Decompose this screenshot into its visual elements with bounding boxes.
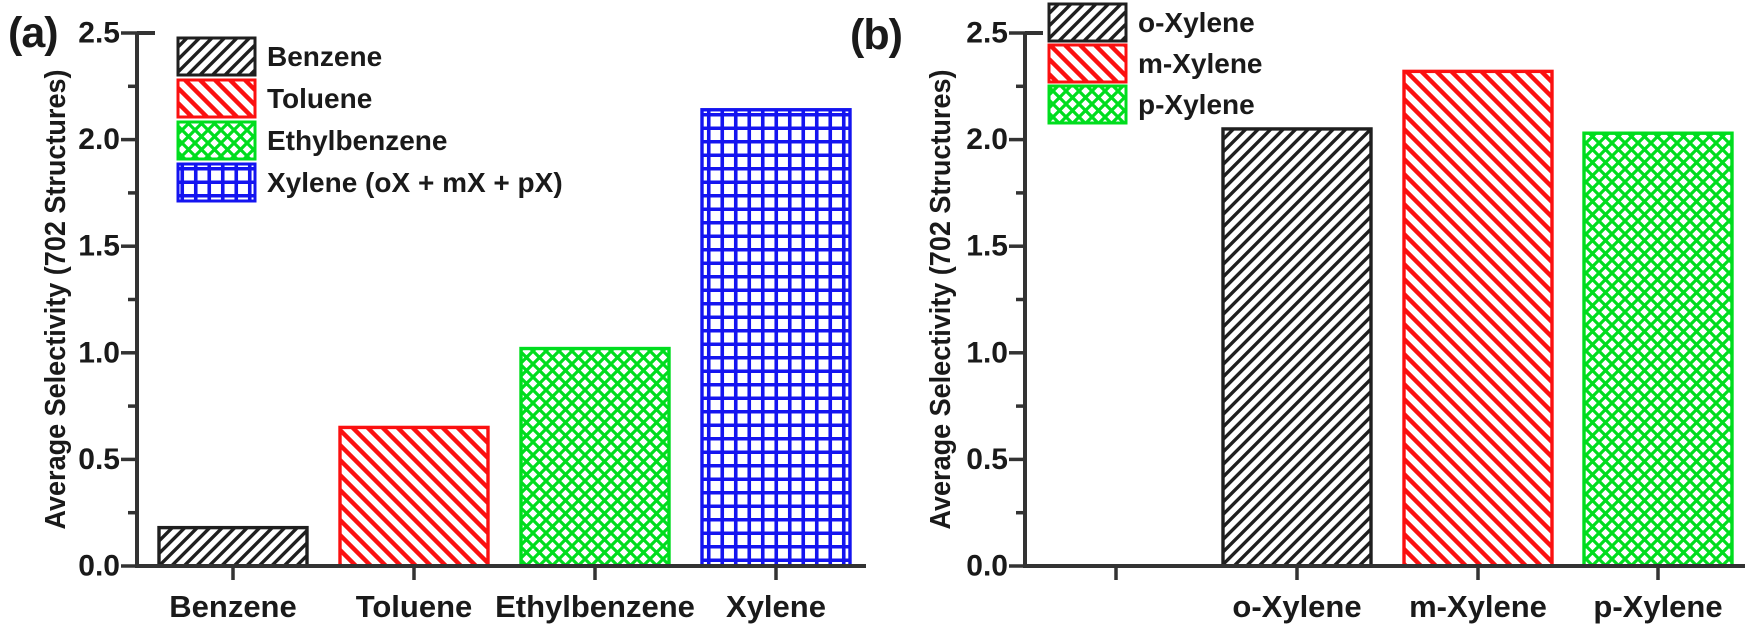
y-tick-label-0.0: 0.0 [78,550,120,583]
panel-a: 0.0 0.5 1.0 1.5 2.0 2.5 Benzene Toluene Ethylben… [40,17,866,624]
y-tick-label-0.0: 0.0 [966,550,1008,583]
bar-xylene [700,108,852,568]
bars-group [157,108,852,568]
legend-swatch-m-xylene [1047,43,1128,84]
legend: o-Xylene m-Xylene p-Xylene [1047,2,1263,125]
x-category-label-toluene: Toluene [356,589,473,624]
y-tick-label-2.5: 2.5 [966,17,1008,50]
legend-label-xylene-ox-mx-px: Xylene (oX + mX + pX) [267,167,563,198]
y-tick-label-0.5: 0.5 [78,443,120,476]
legend-swatch-ethylbenzene [176,120,257,161]
bar-benzene [157,525,309,568]
legend-item-xylene-ox-mx-px: Xylene (oX + mX + pX) [176,162,563,203]
legend-swatch-toluene [176,78,257,119]
panel-a-tag: (a) [8,9,59,57]
legend-label-ethylbenzene: Ethylbenzene [267,125,447,156]
legend: Benzene Toluene Ethylbenzene Xylene (oX + m… [176,36,563,203]
legend-swatch-p-xylene [1047,84,1128,125]
legend-item-benzene: Benzene [176,36,382,77]
x-category-label-m-xylene: m-Xylene [1409,589,1547,624]
axes-group [121,31,866,580]
legend-swatch-xylene-ox-mx-px [176,162,257,203]
y-tick-label-2.0: 2.0 [966,123,1008,156]
bar-toluene [338,425,490,568]
bars-group [1221,69,1734,568]
legend-item-ethylbenzene: Ethylbenzene [176,120,447,161]
axes-group [1009,31,1745,580]
x-category-label-ethylbenzene: Ethylbenzene [495,589,695,624]
panel-b: 0.0 0.5 1.0 1.5 2.0 2.5 o-Xylene m-Xylene p-Xyle… [925,2,1745,624]
legend-item-o-xylene: o-Xylene [1047,2,1255,43]
x-category-label-benzene: Benzene [169,589,296,624]
panel-b-tag: (b) [850,11,903,59]
y-axis-title: Average Selectivity (702 Structures) [40,70,72,530]
x-category-label-p-xylene: p-Xylene [1593,589,1722,624]
y-tick-label-1.0: 1.0 [966,336,1008,369]
y-axis-title: Average Selectivity (702 Structures) [925,70,957,530]
y-tick-label-2.5: 2.5 [78,17,120,50]
legend-item-p-xylene: p-Xylene [1047,84,1255,125]
legend-label-toluene: Toluene [267,83,372,114]
y-tick-label-1.0: 1.0 [78,336,120,369]
legend-item-toluene: Toluene [176,78,372,119]
y-tick-label-0.5: 0.5 [966,443,1008,476]
legend-swatch-benzene [176,36,257,77]
bar-ethylbenzene [519,346,671,568]
y-tick-label-1.5: 1.5 [966,230,1008,263]
y-tick-label-2.0: 2.0 [78,123,120,156]
legend-label-o-xylene: o-Xylene [1138,7,1255,38]
y-tick-label-1.5: 1.5 [78,230,120,263]
bar-o-xylene [1221,127,1373,568]
legend-label-m-xylene: m-Xylene [1138,48,1263,79]
x-category-label-o-xylene: o-Xylene [1232,589,1361,624]
legend-label-benzene: Benzene [267,41,382,72]
legend-swatch-o-xylene [1047,2,1128,43]
bar-p-xylene [1582,131,1734,568]
bar-m-xylene [1402,69,1554,568]
legend-label-p-xylene: p-Xylene [1138,89,1255,120]
legend-item-m-xylene: m-Xylene [1047,43,1263,84]
x-category-label-xylene: Xylene [726,589,826,624]
